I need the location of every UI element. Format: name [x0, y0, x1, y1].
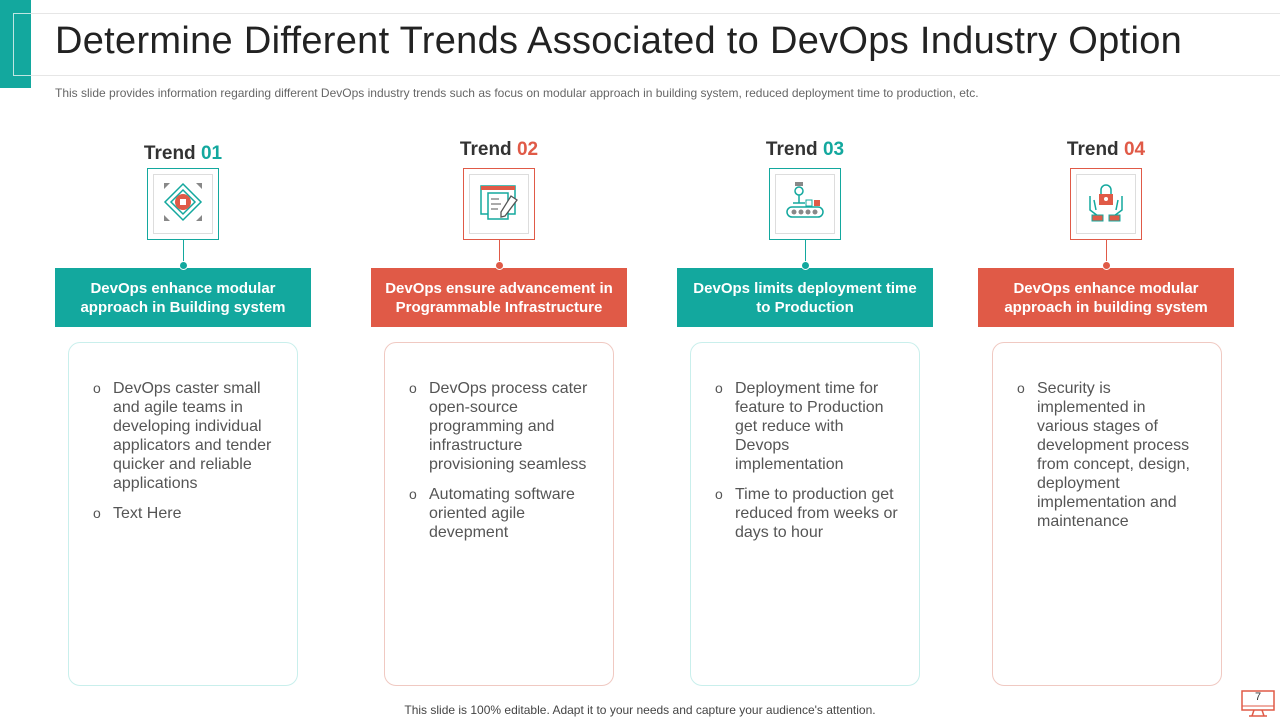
trend-label: Trend 01	[83, 143, 283, 165]
conveyor-robot-arm-icon	[783, 180, 827, 229]
footer-note: This slide is 100% editable. Adapt it to…	[404, 703, 876, 717]
trend-label: Trend 03	[705, 139, 905, 161]
trend-card: Deployment time for feature to Productio…	[690, 342, 920, 686]
page-number-text: 7	[1254, 691, 1262, 703]
bullet-item: DevOps caster small and agile teams in d…	[93, 379, 277, 493]
trend-number: 04	[1123, 139, 1146, 160]
connector-dot	[495, 261, 504, 270]
trend-heading: DevOps enhance modular approach in Build…	[55, 268, 311, 327]
bullet-item: Automating software oriented agile devep…	[409, 485, 593, 542]
connector-dot	[1102, 261, 1111, 270]
trend-number: 01	[200, 143, 223, 164]
bullet-item: Text Here	[93, 504, 277, 523]
trend-card: Security is implemented in various stage…	[992, 342, 1222, 686]
connector-line	[805, 240, 806, 266]
page-title: Determine Different Trends Associated to…	[55, 20, 1183, 62]
hands-padlock-icon	[1084, 180, 1128, 229]
bullet-item: DevOps process cater open-source program…	[409, 379, 593, 474]
modular-chip-icon	[161, 180, 205, 229]
trend-prefix: Trend	[459, 139, 517, 160]
bullet-item: Time to production get reduced from week…	[715, 485, 899, 542]
page-number: 7	[1240, 690, 1276, 718]
accent-frame	[13, 13, 53, 76]
trend-heading: DevOps limits deployment time to Product…	[677, 268, 933, 327]
monitor-icon	[1241, 690, 1275, 717]
trend-label: Trend 02	[399, 139, 599, 161]
icon-box	[463, 168, 535, 240]
bullet-item: Deployment time for feature to Productio…	[715, 379, 899, 474]
connector-line	[183, 240, 184, 266]
divider	[31, 75, 1280, 76]
trend-prefix: Trend	[1066, 139, 1124, 160]
icon-box	[769, 168, 841, 240]
trend-label: Trend 04	[1006, 139, 1206, 161]
connector-dot	[179, 261, 188, 270]
trend-card: DevOps process cater open-source program…	[384, 342, 614, 686]
trend-number: 02	[516, 139, 539, 160]
trend-number: 03	[822, 139, 845, 160]
accent-bar	[0, 0, 31, 88]
trend-card: DevOps caster small and agile teams in d…	[68, 342, 298, 686]
trend-prefix: Trend	[765, 139, 823, 160]
icon-box	[1070, 168, 1142, 240]
code-document-pencil-icon	[477, 180, 521, 229]
trend-prefix: Trend	[143, 143, 201, 164]
connector-line	[1106, 240, 1107, 266]
subtitle: This slide provides information regardin…	[55, 86, 979, 100]
divider	[31, 13, 1280, 14]
connector-dot	[801, 261, 810, 270]
trend-heading: DevOps enhance modular approach in build…	[978, 268, 1234, 327]
bullet-item: Security is implemented in various stage…	[1017, 379, 1201, 531]
trend-heading: DevOps ensure advancement in Programmabl…	[371, 268, 627, 327]
connector-line	[499, 240, 500, 266]
icon-box	[147, 168, 219, 240]
